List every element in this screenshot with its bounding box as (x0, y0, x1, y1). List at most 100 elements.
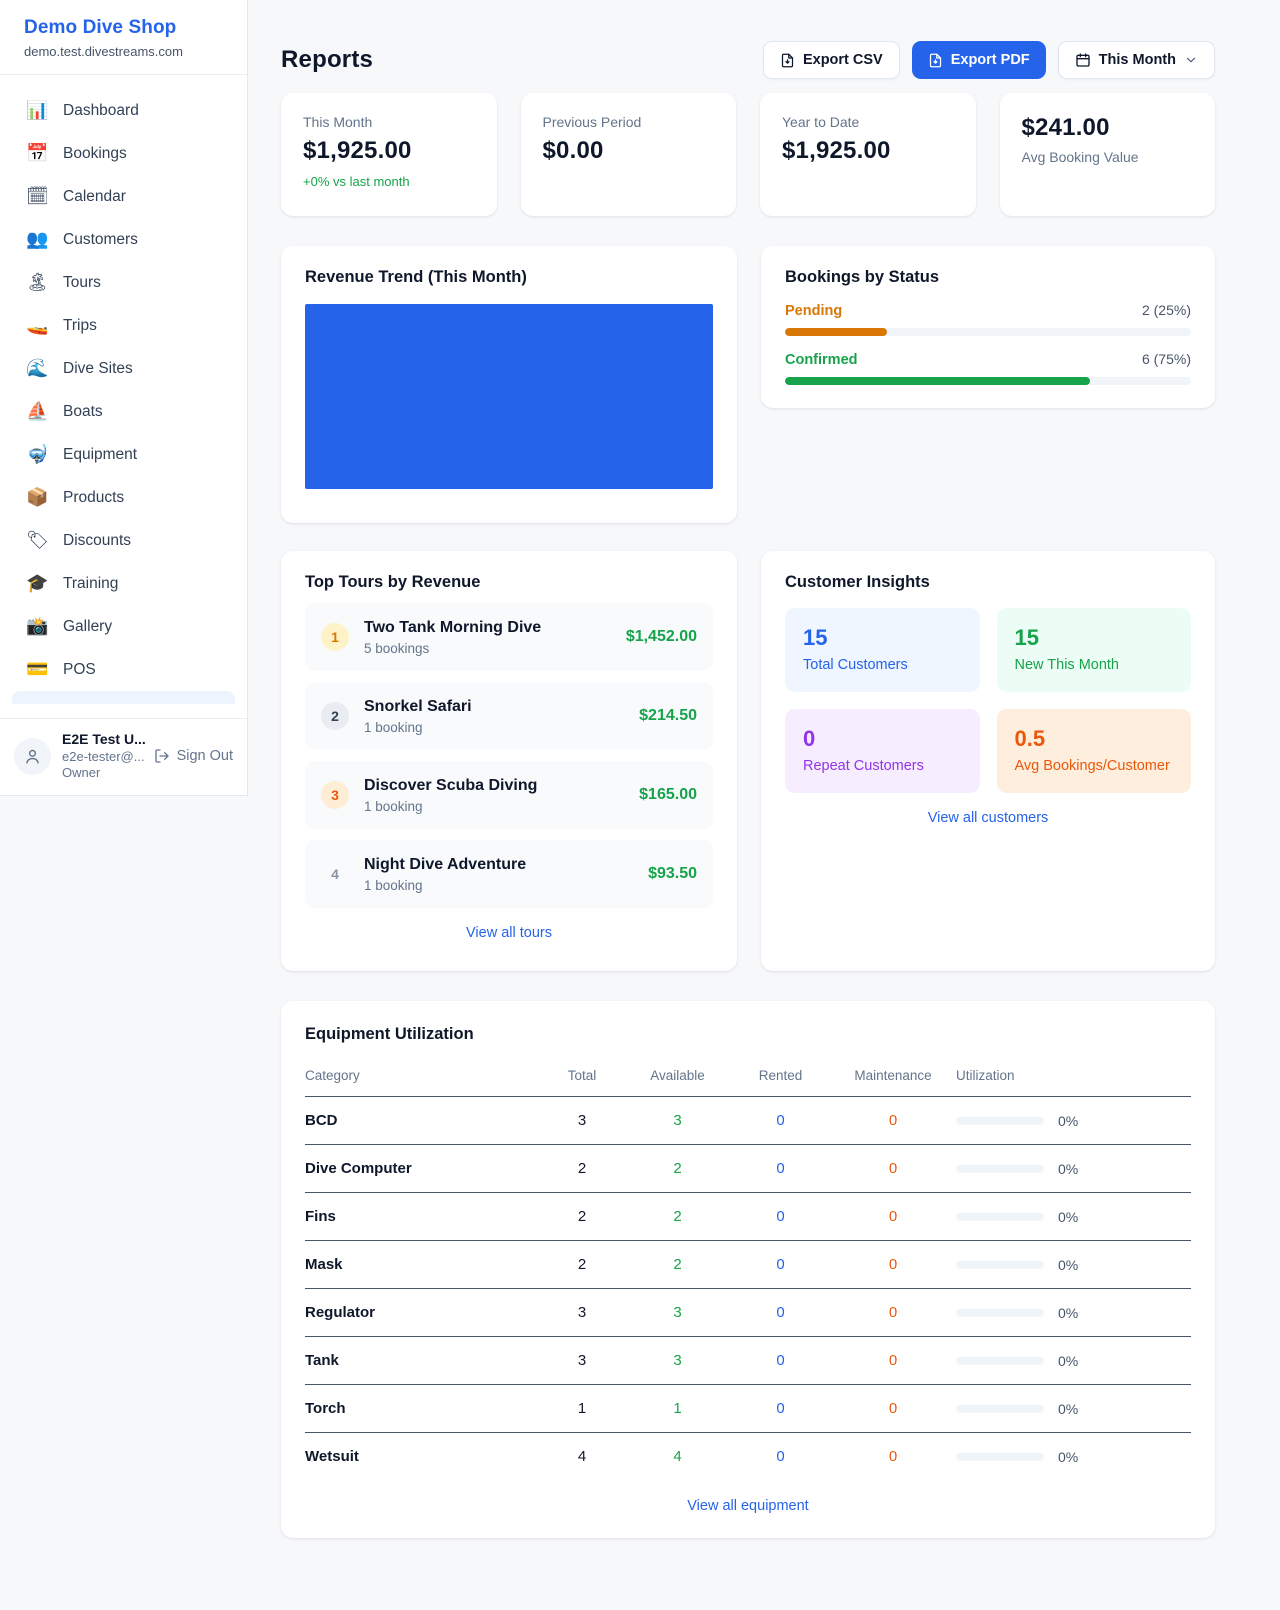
cell-category: Tank (305, 1336, 540, 1385)
bookings-by-status-card: Bookings by Status Pending 2 (25%) Confi… (761, 246, 1215, 408)
insight-label: New This Month (1014, 657, 1120, 673)
file-download-icon (781, 53, 794, 67)
stat-delta: +0% vs last month (303, 174, 410, 189)
export-csv-label: Export CSV (802, 52, 883, 68)
insight-tile-total-customers: 15 Total Customers (785, 608, 980, 692)
sidebar-item-boats[interactable]: ⛵ Boats (10, 390, 237, 433)
table-row: Dive Computer 2 2 0 0 0% (305, 1144, 1191, 1193)
sidebar-item-active-clipped[interactable] (12, 691, 235, 704)
status-label: Pending (785, 303, 843, 319)
list-item: 2 Snorkel Safari 1 booking $214.50 (305, 682, 713, 750)
column-header: Rented (731, 1064, 830, 1097)
table-row: Wetsuit 4 4 0 0 0% (305, 1433, 1191, 1481)
sidebar-item-pos[interactable]: 💳 POS (10, 648, 237, 691)
export-csv-button[interactable]: Export CSV (762, 41, 900, 79)
view-all-customers-link[interactable]: View all customers (927, 810, 1049, 826)
cell-maintenance: 0 (830, 1096, 956, 1145)
tour-amount: $93.50 (648, 865, 697, 882)
insight-value: 15 (803, 625, 828, 650)
utilization-percent: 0% (1058, 1304, 1079, 1321)
cell-category: Regulator (305, 1288, 540, 1337)
table-row: Regulator 3 3 0 0 0% (305, 1288, 1191, 1337)
sidebar-item-label: Trips (63, 316, 97, 334)
cell-utilization: 0% (956, 1240, 1191, 1289)
equipment-utilization-card: Equipment Utilization Category Total Ava… (281, 1001, 1215, 1538)
user-box: E2E Test U... e2e-tester@... Owner Sign … (0, 718, 247, 795)
calendar-icon (1076, 53, 1090, 67)
cell-maintenance: 0 (888, 1448, 898, 1466)
sidebar-item-tours[interactable]: 🏝 Tours (10, 261, 237, 304)
cell-available: 1 (624, 1384, 731, 1433)
sidebar-item-dashboard[interactable]: 📊 Dashboard (10, 89, 237, 132)
speedboat-icon: 🚤 (26, 315, 49, 335)
progress-fill-confirmed (785, 377, 1090, 385)
utilization-percent: 0% (1058, 1160, 1079, 1177)
cell-maintenance: 0 (830, 1336, 956, 1385)
insight-tile-new-this-month: 15 New This Month (996, 608, 1191, 692)
calendar-pad-icon: 🗓 (26, 186, 49, 206)
brand-block: Demo Dive Shop demo.test.divestreams.com (0, 0, 247, 75)
cell-category: Mask (305, 1240, 540, 1289)
customer-insights-card: Customer Insights 15 Total Customers 15 … (761, 551, 1215, 971)
progress-fill-pending (785, 328, 887, 336)
user-role: Owner (62, 764, 101, 780)
progress-track (785, 377, 1191, 385)
sign-out-button[interactable]: Sign Out (154, 748, 233, 764)
period-select[interactable]: This Month (1057, 41, 1215, 79)
sidebar-item-discounts[interactable]: 🏷 Discounts (10, 519, 237, 562)
stat-card-this-month: This Month $1,925.00 +0% vs last month (281, 93, 497, 216)
sidebar-item-dive-sites[interactable]: 🌊 Dive Sites (10, 347, 237, 390)
sidebar-item-products[interactable]: 📦 Products (10, 476, 237, 519)
sidebar-item-equipment[interactable]: 🤿 Equipment (10, 433, 237, 476)
stat-cards: This Month $1,925.00 +0% vs last month P… (281, 93, 1215, 216)
table-row: Torch 1 1 0 0 0% (305, 1384, 1191, 1433)
sidebar-item-training[interactable]: 🎓 Training (10, 562, 237, 605)
view-all-tours-link[interactable]: View all tours (466, 925, 552, 941)
sign-out-label: Sign Out (176, 748, 233, 764)
equipment-utilization-title: Equipment Utilization (305, 1025, 474, 1043)
tour-bookings: 1 booking (364, 798, 423, 814)
brand-name[interactable]: Demo Dive Shop (24, 17, 177, 38)
tour-bookings: 1 booking (364, 877, 423, 893)
wave-icon: 🌊 (26, 358, 49, 378)
cell-maintenance: 0 (830, 1384, 956, 1433)
tag-icon: 🏷 (26, 530, 49, 550)
sidebar-item-label: Customers (63, 230, 138, 248)
export-pdf-button[interactable]: Export PDF (911, 41, 1046, 79)
cell-available: 2 (624, 1192, 731, 1241)
column-header: Available (624, 1064, 731, 1097)
utilization-percent: 0% (1058, 1352, 1079, 1369)
utilization-track (956, 1212, 1044, 1221)
avatar (14, 737, 51, 775)
stat-value: $241.00 (1021, 114, 1110, 141)
cell-category: Fins (305, 1192, 540, 1241)
sidebar-item-gallery[interactable]: 📸 Gallery (10, 605, 237, 648)
tour-name: Snorkel Safari (364, 697, 472, 715)
package-icon: 📦 (26, 487, 49, 507)
topbar: Reports Export CSV Export PDF This Month (281, 0, 1215, 93)
cell-category: Torch (305, 1384, 540, 1433)
view-all-equipment-link[interactable]: View all equipment (687, 1497, 809, 1514)
cell-total: 3 (540, 1336, 624, 1385)
utilization-track (956, 1452, 1044, 1461)
status-row-confirmed: Confirmed 6 (75%) (785, 351, 1191, 385)
stat-label: This Month (303, 114, 373, 130)
sidebar-item-customers[interactable]: 👥 Customers (10, 218, 237, 261)
sidebar-item-calendar[interactable]: 🗓 Calendar (10, 175, 237, 218)
status-count: 6 (75%) (1141, 351, 1191, 367)
insight-value: 0.5 (1014, 726, 1046, 751)
cell-utilization: 0% (956, 1384, 1191, 1433)
cell-rented: 0 (731, 1336, 830, 1385)
sidebar-item-label: Gallery (63, 617, 113, 635)
cell-total: 4 (577, 1448, 587, 1466)
sidebar-item-trips[interactable]: 🚤 Trips (10, 304, 237, 347)
sidebar-item-label: Discounts (63, 531, 132, 549)
table-row: Tank 3 3 0 0 0% (305, 1336, 1191, 1385)
revenue-trend-title: Revenue Trend (This Month) (305, 268, 527, 286)
sidebar-item-bookings[interactable]: 📅 Bookings (10, 132, 237, 175)
list-item: 4 Night Dive Adventure 1 booking $93.50 (305, 840, 713, 908)
column-header: Utilization (956, 1064, 1191, 1097)
user-info: E2E Test U... e2e-tester@... Owner (62, 731, 146, 781)
cell-utilization: 0% (956, 1144, 1191, 1193)
